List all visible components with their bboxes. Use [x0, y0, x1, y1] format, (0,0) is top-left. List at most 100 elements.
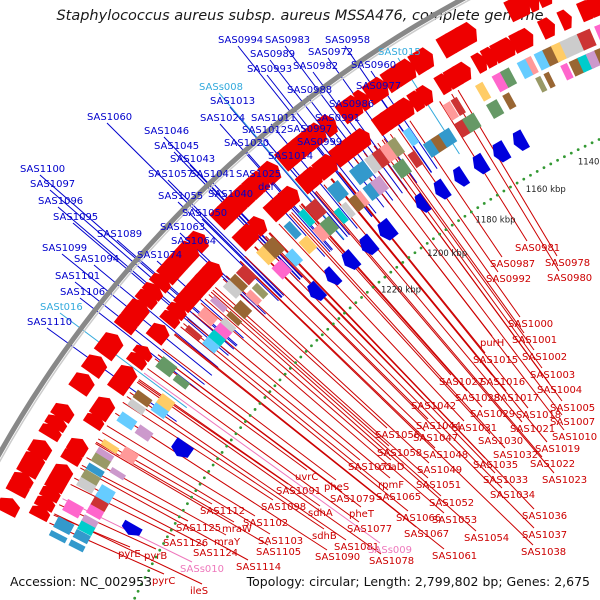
forward-gene-arrow [397, 58, 417, 82]
tick-dot [315, 338, 319, 342]
forward-gene-arrow [10, 471, 34, 490]
connector-line [219, 123, 333, 251]
cog-category-block [298, 235, 318, 255]
gene-label: SAS1011 [251, 113, 296, 124]
forward-gene-arrow [308, 122, 328, 145]
gene-label: SAS0989 [250, 49, 295, 60]
connector-line [222, 278, 388, 429]
tick-dot [563, 155, 566, 159]
tick-dot [476, 206, 480, 210]
forward-gene-arrow [470, 52, 488, 74]
cog-category-block [543, 71, 556, 89]
gene-label: SAS1110 [27, 317, 72, 328]
gene-label: SAS1041 [190, 169, 235, 180]
reverse-gene-arrow [324, 266, 343, 286]
connector-line [338, 172, 529, 409]
tick-dot [395, 265, 399, 269]
tick-dot [273, 384, 277, 388]
tick-dot [320, 333, 324, 337]
gene-label: SAS0981 [515, 243, 560, 254]
reverse-gene-arrow [453, 166, 471, 187]
connector-line [381, 139, 535, 351]
connector-line [95, 441, 235, 523]
forward-gene-arrow [65, 437, 89, 458]
gene-label: mraY [214, 537, 241, 548]
forward-gene-arrow [246, 215, 268, 237]
connector-line [180, 326, 409, 512]
gene-label: SAS0978 [545, 258, 590, 269]
connector-line [126, 396, 325, 530]
cog-category-block [542, 45, 561, 67]
gene-label: SAS0980 [547, 273, 592, 284]
tick-dot [198, 482, 202, 486]
reverse-gene-arrow [512, 129, 531, 151]
reverse-gene-arrow [359, 233, 380, 256]
cog-category-block [347, 191, 369, 213]
cog-category-block [48, 529, 68, 544]
accession-label: Accession: NC_002953 [10, 574, 153, 589]
forward-gene-arrow [517, 27, 534, 50]
cog-category-block [430, 132, 451, 153]
gene-label: SAS1071 [348, 462, 393, 473]
tick-dot [413, 251, 417, 255]
gene-label: SAS1030 [478, 436, 523, 447]
tick-dot [365, 290, 369, 294]
connector-line [259, 241, 503, 489]
gene-label: SAS1013 [210, 96, 255, 107]
cog-category-block [402, 127, 420, 147]
gene-label: SAS0972 [308, 47, 353, 58]
tick-dot [202, 476, 206, 480]
gene-label: SAS1061 [432, 551, 477, 562]
tick-dot [220, 451, 224, 454]
forward-gene-arrow [585, 0, 600, 19]
cog-category-block [594, 48, 600, 65]
rna-label: SASs008 [199, 82, 243, 93]
cog-category-block [499, 67, 518, 88]
cog-category-block [85, 503, 105, 520]
cog-category-block [594, 24, 600, 41]
cog-category-block [502, 92, 517, 110]
tick-dot [556, 158, 559, 162]
connector-line [86, 457, 227, 536]
tick-dot [419, 246, 423, 250]
tick-dot [194, 489, 198, 493]
gene-label: SAS1029 [470, 409, 515, 420]
tick-dot [147, 569, 151, 573]
forward-gene-arrow [145, 322, 170, 346]
cog-category-block [454, 117, 475, 138]
cog-category-block [438, 127, 458, 148]
tick-dot [158, 548, 162, 552]
gene-label: SAS1005 [550, 403, 595, 414]
tick-dot [304, 349, 308, 353]
connector-line [70, 483, 176, 537]
forward-gene-arrow [498, 37, 516, 59]
gene-label: SAS1043 [170, 154, 215, 165]
tick-dot [169, 528, 173, 532]
forward-gene-arrow [0, 497, 21, 518]
connector-line [239, 260, 436, 449]
connector-line [74, 477, 206, 547]
kbp-tick-label: 1220 kbp [381, 285, 421, 295]
cog-category-block [491, 70, 512, 93]
connector-line [208, 294, 477, 532]
gene-label: SAS0987 [490, 259, 535, 270]
cog-category-block [256, 244, 278, 266]
gene-label: SAS1058 [377, 448, 422, 459]
gene-label: SAS1014 [268, 151, 313, 162]
forward-gene-arrow [257, 160, 282, 186]
forward-gene-arrow [352, 89, 371, 112]
gene-label: pyrE [118, 549, 141, 560]
tick-dot [140, 582, 143, 586]
gene-label: SAS1027 [439, 377, 484, 388]
gene-label: SAS1017 [494, 393, 539, 404]
tick-dot [583, 144, 587, 148]
tick-dot [432, 237, 435, 241]
connector-line [355, 159, 565, 431]
gene-label: SAS0958 [325, 35, 370, 46]
gene-label: SAS1007 [550, 417, 595, 428]
gene-label: sdhA [308, 508, 333, 519]
gene-label: SAS1042 [411, 401, 456, 412]
gene-label: SAS1099 [42, 243, 87, 254]
gene-label: SAS0988 [287, 85, 332, 96]
